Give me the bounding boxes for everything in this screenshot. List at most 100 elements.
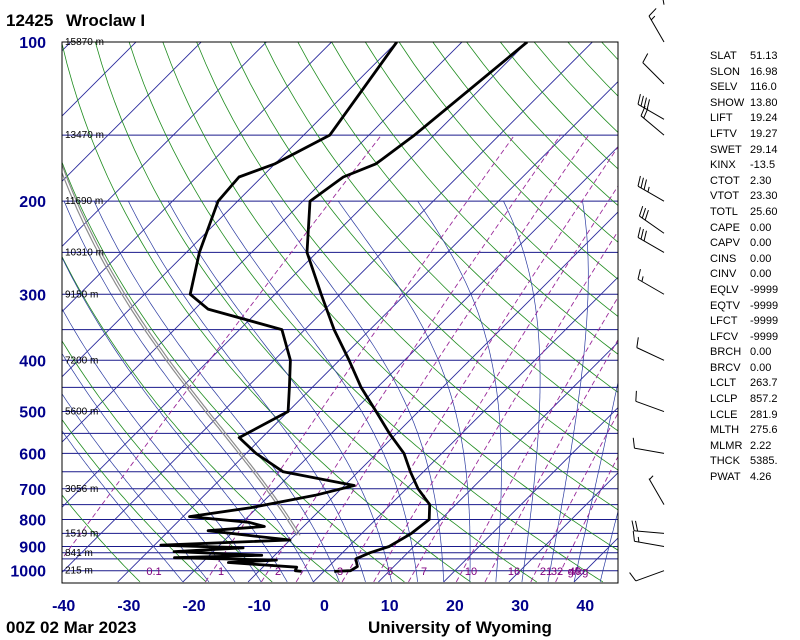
index-name: LFCT [710,315,738,328]
index-name: VTOT [710,190,740,203]
index-row: EQTV -9999 [710,299,800,315]
wind-barb [632,530,665,548]
temperature-tick-label: -40 [52,598,75,615]
index-value: -13.5 [750,159,776,172]
wind-barb-flag [647,186,650,193]
moist-adiabat [62,308,262,583]
dry-adiabat [196,42,618,511]
index-value: 2.22 [750,439,772,452]
wind-barb-flag [640,95,644,107]
pressure-tick-label: 400 [19,353,46,370]
parcel-path-line [62,162,301,536]
moist-adiabat [167,201,392,582]
mixing-ratio-label: 1 [218,566,224,578]
mixing-ratio-line [205,134,515,583]
index-name: CAPV [710,237,740,250]
index-name: EQLV [710,283,739,296]
index-value: 0.00 [750,221,772,234]
index-value: 16.98 [750,65,778,78]
mixing-ratio-line [373,185,618,583]
mixing-ratio-label: 7 [421,566,427,578]
temperature-tick-label: -10 [248,598,271,615]
mixing-ratio-line [295,134,590,583]
wind-barb [635,390,665,413]
index-value: 13.80 [750,96,778,109]
dry-adiabat [62,42,471,583]
index-row: EQLV -9999 [710,283,800,299]
wind-barb [648,8,665,43]
wind-barb-flag [643,97,647,108]
index-row: CINS 0.00 [710,252,800,268]
wind-barb-flag [642,53,649,63]
temperature-tick-label: 0 [320,598,329,615]
stability-indices: SLAT 51.13 SLON 16.98 SELV 116.0 SHOW 13.80 LIFT… [710,49,800,486]
plot-grid [62,42,618,583]
height-label: 5600 m [65,407,98,418]
wind-barb [662,0,665,5]
plot-border [61,41,619,584]
wind-barb-flag [637,227,641,238]
index-row: LCLT 263.7 [710,376,800,392]
height-label: 13470 m [65,130,104,141]
index-value: 263.7 [750,377,778,390]
sounding-time: 00Z 02 Mar 2023 [6,618,136,637]
index-row: LCLP 857.2 [710,392,800,408]
index-value: 857.2 [750,393,778,406]
index-name: PWAT [710,471,741,484]
wind-barb [648,475,665,505]
wind-barb [631,520,665,534]
pressure-tick-label: 700 [19,482,46,499]
moist-adiabat [547,201,589,582]
temperature-profile [305,42,529,573]
index-name: SELV [710,81,738,94]
height-label: 215 m [65,566,93,577]
wind-barb [642,53,665,85]
wind-barb-flag [643,230,647,242]
index-name: LCLE [710,408,738,421]
mixing-ratio-label: 0.1 [146,566,161,578]
mixing-ratio-label: 5 [387,566,393,578]
mixing-ratio-line [408,230,618,583]
index-row: MLTH 275.6 [710,423,800,439]
wind-barb-staff [640,115,665,136]
index-value: 275.6 [750,424,778,437]
index-row: SLON 16.98 [710,65,800,81]
isotherm-line [62,42,398,378]
index-name: MLMR [710,439,743,452]
mixing-ratio-line [341,146,618,583]
moist-adiabat [503,201,541,582]
mixing-ratio-label: 2 [275,566,281,578]
index-row: BRCH 0.00 [710,345,800,361]
wind-barb [638,205,665,234]
wind-barb [640,106,665,136]
wind-barb-flag [632,437,635,449]
wind-barb [636,337,665,361]
wind-barb-staff [637,185,665,202]
isotherm-line [62,42,463,443]
wind-barb-flag [637,175,641,187]
wind-barb-flag [640,177,644,189]
isotherm-line [62,42,333,313]
index-name: CINS [710,252,737,265]
pressure-tick-label: 200 [19,194,46,211]
moist-adiabat [62,393,210,583]
wind-barb-staff [634,447,665,454]
moist-adiabat [338,200,471,582]
mixing-ratio-label: 16 [508,566,520,578]
height-label: 11690 m [65,196,103,207]
wind-barb-staff [637,103,665,120]
index-name: CINV [710,268,737,281]
wind-barb-flag [637,536,640,543]
source-label: University of Wyoming [368,618,552,637]
mixing-ratio-line [62,134,382,560]
dry-adiabat [263,42,618,432]
isotherm-line [117,80,618,583]
wind-barb-staff [634,540,665,548]
index-row: SHOW 13.80 [710,96,800,112]
index-name: BRCH [710,346,742,359]
wind-barb-staff [635,400,665,413]
index-value: 281.9 [750,408,778,421]
temperature-tick-label: 10 [381,598,399,615]
wind-barb-flag [641,207,647,219]
height-label: 9150 m [65,289,98,300]
